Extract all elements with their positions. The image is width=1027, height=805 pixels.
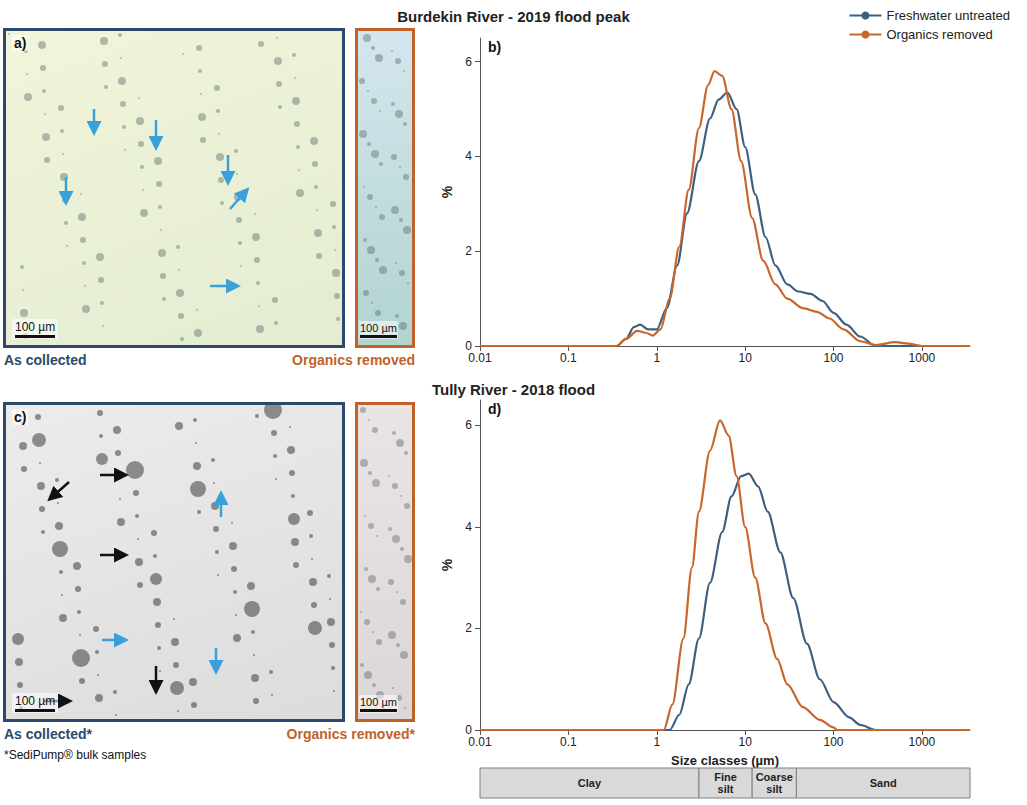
svg-text:1000: 1000 <box>909 735 936 749</box>
svg-text:1000: 1000 <box>909 351 936 365</box>
svg-text:10: 10 <box>738 351 752 365</box>
svg-text:100: 100 <box>824 351 844 365</box>
html-text:As collected: As collected <box>4 352 87 368</box>
svg-text:0: 0 <box>465 339 472 353</box>
svg-text:6: 6 <box>465 418 472 432</box>
svg-text:4: 4 <box>465 520 472 534</box>
html-text:a): a) <box>14 35 27 51</box>
html-text:Organics removed*: Organics removed* <box>286 726 415 742</box>
svg-text:Coarse: Coarse <box>756 771 793 783</box>
svg-text:0: 0 <box>465 723 472 737</box>
svg-text:1: 1 <box>653 735 660 749</box>
svg-text:2: 2 <box>465 244 472 258</box>
svg-text:2: 2 <box>465 621 472 635</box>
svg-text:Size classes (µm): Size classes (µm) <box>671 753 779 768</box>
svg-text:Clay: Clay <box>578 777 602 789</box>
svg-text:0.1: 0.1 <box>560 735 577 749</box>
svg-text:Tully River - 2018 flood: Tully River - 2018 flood <box>432 381 595 398</box>
svg-text:Burdekin River - 2019 flood pe: Burdekin River - 2019 flood peak <box>397 8 630 25</box>
svg-text:100: 100 <box>824 735 844 749</box>
html-text:Organics removed: Organics removed <box>292 352 415 368</box>
html-text:100 µm: 100 µm <box>15 320 56 334</box>
html-text:100 µm: 100 µm <box>360 322 397 334</box>
html-text:100 µm: 100 µm <box>360 696 397 708</box>
svg-text:0.01: 0.01 <box>468 351 492 365</box>
svg-text:Organics removed: Organics removed <box>886 27 992 42</box>
svg-text:10: 10 <box>738 735 752 749</box>
svg-text:%: % <box>439 558 455 571</box>
svg-text:0.1: 0.1 <box>560 351 577 365</box>
svg-text:Fine: Fine <box>714 771 737 783</box>
html-text:*SediPump® bulk samples: *SediPump® bulk samples <box>4 748 147 762</box>
svg-text:d): d) <box>488 401 501 417</box>
svg-text:4: 4 <box>465 149 472 163</box>
svg-text:Freshwater untreated: Freshwater untreated <box>886 8 1010 23</box>
svg-text:Sand: Sand <box>870 777 897 789</box>
svg-text:silt: silt <box>766 783 782 795</box>
html-text:As collected*: As collected* <box>4 726 92 742</box>
svg-text:1: 1 <box>653 351 660 365</box>
svg-text:0.01: 0.01 <box>468 735 492 749</box>
html-text:100 µm: 100 µm <box>15 694 56 708</box>
svg-text:6: 6 <box>465 55 472 69</box>
svg-text:b): b) <box>488 39 501 55</box>
svg-text:%: % <box>439 185 455 198</box>
svg-text:silt: silt <box>718 783 734 795</box>
html-text:c): c) <box>14 409 27 425</box>
